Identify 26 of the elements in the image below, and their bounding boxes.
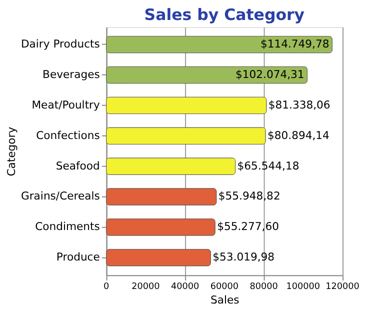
x-tick-label: 20000	[132, 282, 160, 292]
y-tick-label: Confections	[36, 128, 100, 142]
x-tick-label: 0	[103, 282, 110, 292]
chart-title: Sales by Category	[144, 5, 305, 24]
y-tick-label: Grains/Cereals	[20, 190, 100, 203]
x-tick-label: 60000	[210, 282, 239, 292]
x-tick-label: 80000	[250, 282, 278, 292]
y-tick-label: Dairy Products	[20, 38, 100, 51]
data-label: $53.019,98	[212, 250, 275, 264]
y-tick-label: Beverages	[42, 68, 100, 81]
data-label: $55.277,60	[217, 220, 280, 234]
data-label: $81.338,06	[268, 98, 330, 112]
y-tick-label: Seafood	[56, 159, 100, 172]
data-label: $102.074,31	[235, 68, 304, 81]
x-axis-title: Sales	[210, 294, 240, 307]
data-label: $65.544,18	[237, 159, 300, 172]
data-label: $55.948,82	[218, 190, 280, 203]
data-label: $114.749,78	[260, 38, 330, 51]
y-tick-label: Produce	[56, 250, 100, 264]
x-tick-label: 120000	[326, 282, 360, 292]
x-tick-label: 40000	[170, 282, 200, 292]
x-tick-label: 100000	[286, 282, 320, 292]
y-axis-title: Category	[4, 126, 18, 176]
y-tick-label: Meat/Poultry	[32, 98, 100, 112]
y-tick-label: Condiments	[35, 220, 100, 234]
data-label: $80.894,14	[268, 128, 330, 142]
